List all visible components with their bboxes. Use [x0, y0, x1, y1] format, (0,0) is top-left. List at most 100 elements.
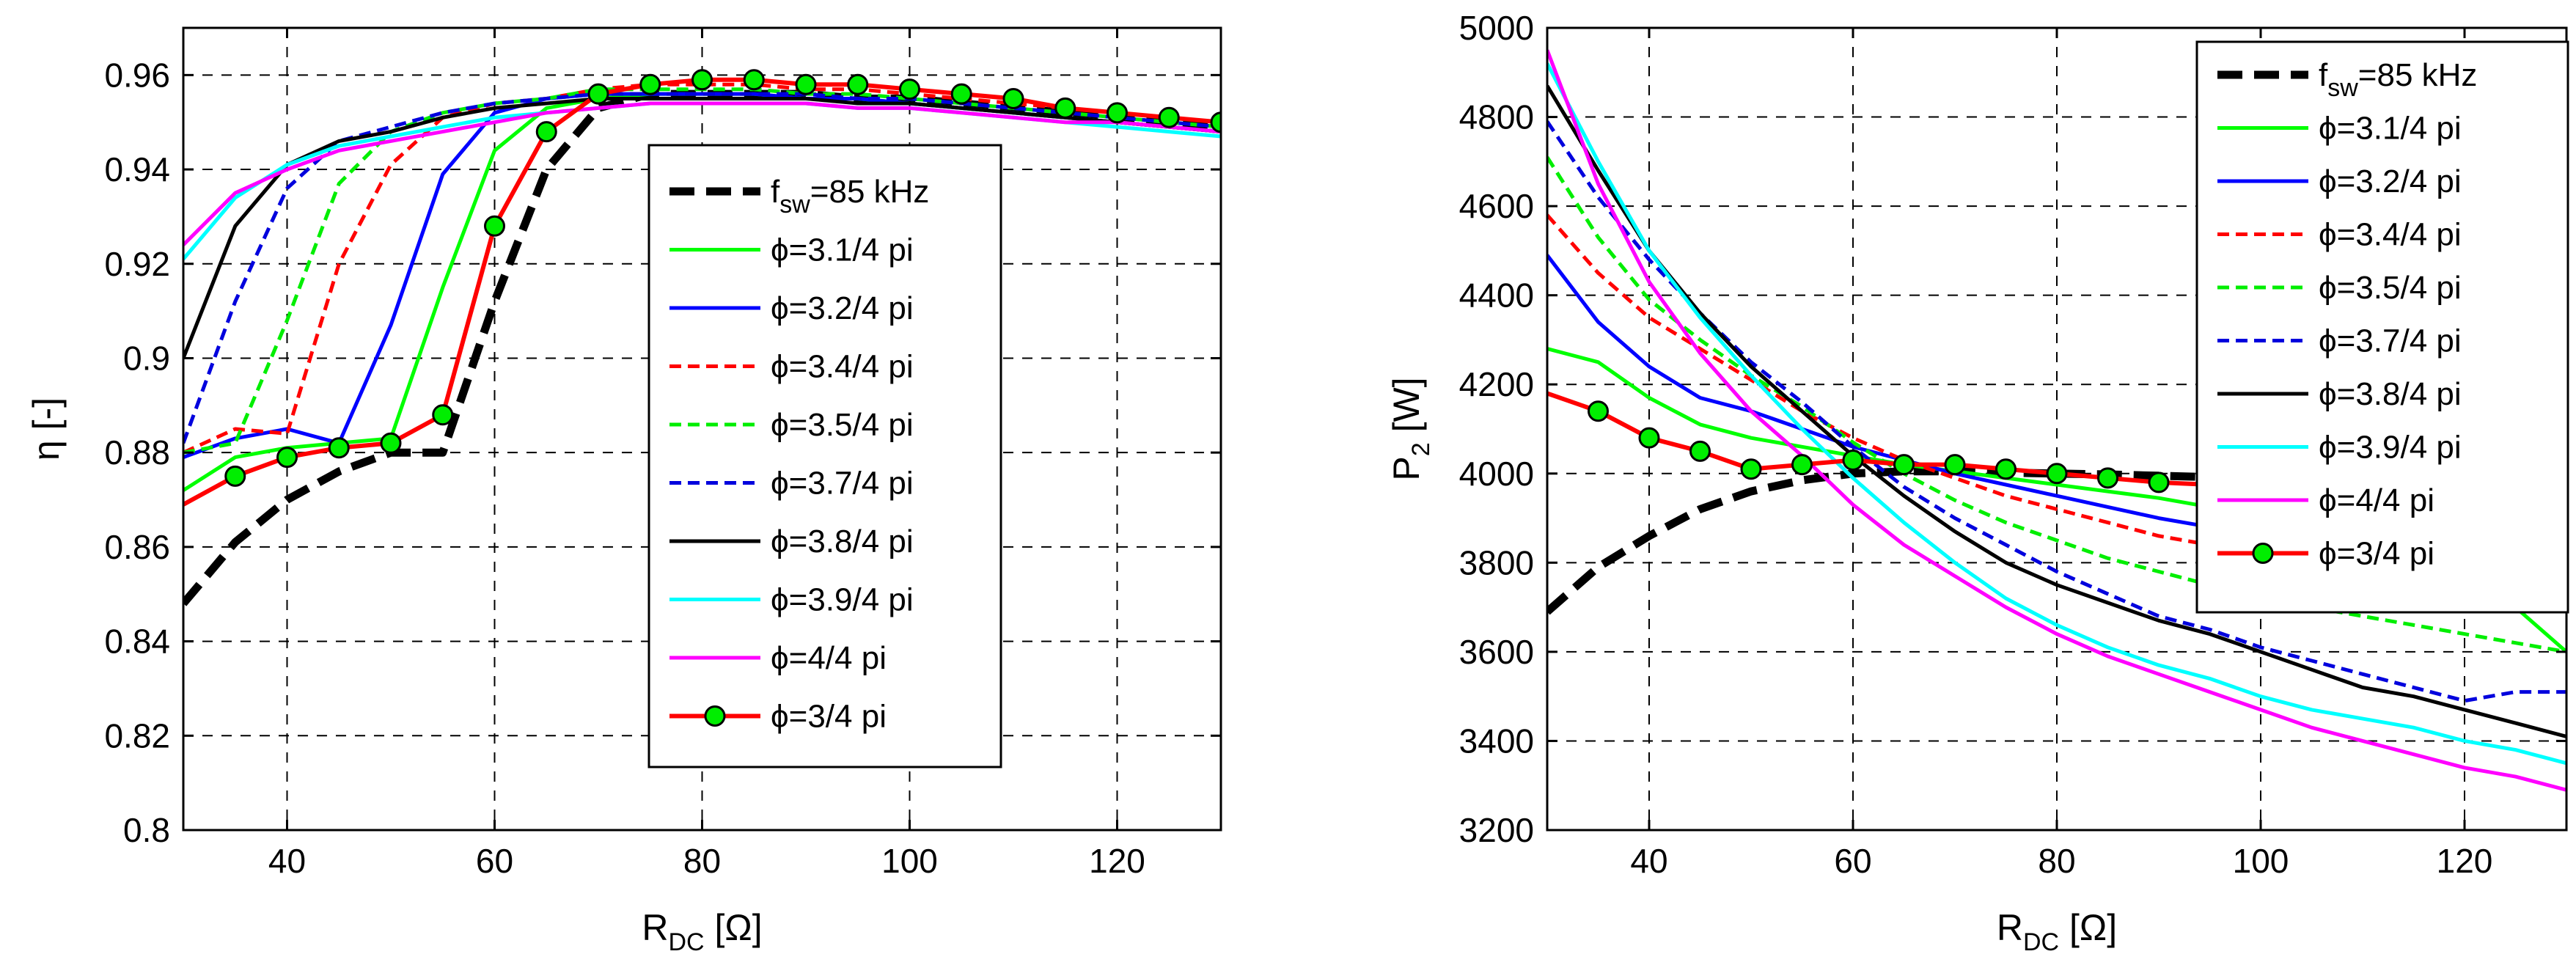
- x-axis-label-unit: [Ω]: [2059, 907, 2117, 948]
- x-axis-label-main: R: [642, 907, 668, 948]
- data-point: [2148, 472, 2170, 493]
- legend-label-main: ϕ=3.1/4 pi: [771, 232, 914, 268]
- legend-label: ϕ=3.1/4 pi: [771, 232, 914, 268]
- y-tick-label: 3800: [1459, 543, 1534, 581]
- legend-label-main: ϕ=3.5/4 pi: [771, 407, 914, 443]
- legend-label-main: ϕ=3.5/4 pi: [2319, 270, 2462, 306]
- y-axis-label: η [-]: [26, 397, 67, 461]
- y-tick-label: 5000: [1459, 9, 1534, 47]
- y-axis-label-main: η [-]: [26, 397, 67, 461]
- legend-item-phi3: ϕ=3/4 pi: [2217, 536, 2434, 572]
- legend-label-main: ϕ=3.9/4 pi: [2319, 430, 2462, 466]
- legend-label-rest: =85 kHz: [2358, 57, 2478, 93]
- x-tick-label: 80: [2038, 842, 2075, 880]
- legend-item-phi39: ϕ=3.9/4 pi: [2217, 430, 2462, 466]
- legend: fsw=85 kHz ϕ=3.1/4 pi ϕ=3.2/4 pi ϕ=3.4/4 pi…: [647, 144, 1002, 768]
- y-tick-label: 3200: [1459, 811, 1534, 849]
- legend-label: ϕ=3.9/4 pi: [771, 582, 914, 618]
- legend-label-main: f: [771, 174, 780, 210]
- legend-label-main: ϕ=3.7/4 pi: [771, 466, 914, 502]
- data-point: [1791, 454, 1813, 476]
- legend-marker: [2252, 543, 2274, 564]
- legend-label: ϕ=3/4 pi: [771, 699, 887, 735]
- x-tick-label: 40: [268, 842, 306, 880]
- data-point: [2046, 463, 2068, 485]
- legend-item-phi38: ϕ=3.8/4 pi: [669, 524, 914, 559]
- legend-label-rest: =85 kHz: [810, 174, 930, 210]
- x-axis-label: RDC [Ω]: [1997, 907, 2117, 956]
- y-tick-label: 0.94: [104, 150, 170, 188]
- legend-label: fsw=85 kHz: [2319, 57, 2477, 102]
- data-point: [432, 404, 454, 426]
- legend-label: ϕ=3.8/4 pi: [771, 524, 914, 559]
- chart-efficiency: 40 60 80 100 120 0.8 0.82 0.84 0.86 0.88 0.9 0.92 0.…: [26, 26, 1222, 956]
- legend-item-fsw85: fsw=85 kHz: [2217, 57, 2477, 102]
- y-tick-label: 0.8: [123, 811, 170, 849]
- y-tick-label: 4600: [1459, 187, 1534, 225]
- legend-label-main: ϕ=3.4/4 pi: [771, 349, 914, 385]
- y-tick-label: 0.84: [104, 623, 170, 661]
- legend-item-phi31: ϕ=3.1/4 pi: [2217, 111, 2462, 147]
- legend-label-main: ϕ=3.4/4 pi: [2319, 217, 2462, 253]
- x-tick-label: 120: [2437, 842, 2493, 880]
- x-tick-label: 40: [1630, 842, 1667, 880]
- legend-label: ϕ=3.2/4 pi: [771, 290, 914, 326]
- y-axis-label-sub: 2: [1407, 442, 1435, 456]
- legend-label-main: ϕ=3.2/4 pi: [2319, 164, 2462, 199]
- legend-item-fsw85: fsw=85 kHz: [669, 174, 929, 219]
- data-point: [1995, 458, 2017, 480]
- y-tick-label: 0.92: [104, 245, 170, 283]
- legend-item-phi34: ϕ=3.4/4 pi: [669, 349, 914, 385]
- x-axis-label-sub: DC: [2023, 928, 2059, 956]
- data-point: [1893, 454, 1915, 476]
- legend-label-main: ϕ=3.7/4 pi: [2319, 323, 2462, 359]
- legend-label-main: ϕ=3/4 pi: [2319, 536, 2434, 572]
- data-point: [328, 437, 350, 459]
- legend-box: [2195, 40, 2569, 614]
- data-point: [1002, 88, 1024, 110]
- legend-item-phi44: ϕ=4/4 pi: [669, 640, 887, 676]
- series-line-phi38: [183, 97, 1221, 359]
- legend-label-main: ϕ=4/4 pi: [771, 640, 887, 676]
- data-point: [1944, 454, 1966, 476]
- legend-item-phi35: ϕ=3.5/4 pi: [2217, 270, 2462, 306]
- legend-marker: [704, 705, 726, 727]
- x-tick-label: 100: [881, 842, 938, 880]
- legend-item-phi35: ϕ=3.5/4 pi: [669, 407, 914, 443]
- x-tick-label: 60: [1834, 842, 1871, 880]
- series-line-phi44: [183, 101, 1221, 246]
- legend-item-phi3: ϕ=3/4 pi: [669, 699, 887, 735]
- x-axis-label: RDC [Ω]: [642, 907, 762, 956]
- legend-item-phi44: ϕ=4/4 pi: [2217, 483, 2434, 518]
- legend-label: ϕ=3/4 pi: [2319, 536, 2434, 572]
- legend-label-main: f: [2319, 57, 2328, 93]
- x-axis-label-unit: [Ω]: [705, 907, 763, 948]
- series-line-phi37: [1547, 120, 2566, 703]
- legend-label: ϕ=3.8/4 pi: [2319, 376, 2462, 412]
- data-point: [1054, 97, 1076, 119]
- y-axis-label-unit: [W]: [1386, 377, 1427, 442]
- chart-power: 40 60 80 100 120 3200 3400 3600 3800 4000 4200 4400…: [1386, 9, 2569, 956]
- legend-label: ϕ=3.7/4 pi: [2319, 323, 2462, 359]
- legend-label-sub: sw: [779, 191, 810, 219]
- legend-label-main: ϕ=3.9/4 pi: [771, 582, 914, 618]
- x-tick-label: 60: [476, 842, 513, 880]
- data-point: [484, 215, 505, 237]
- legend-item-phi37: ϕ=3.7/4 pi: [669, 466, 914, 502]
- x-tick-label: 100: [2233, 842, 2289, 880]
- legend-item-phi32: ϕ=3.2/4 pi: [2217, 164, 2462, 199]
- legend-label-main: ϕ=3/4 pi: [771, 699, 887, 735]
- data-point: [380, 432, 402, 454]
- data-point: [1588, 400, 1609, 422]
- x-tick-label: 80: [683, 842, 721, 880]
- legend-label: ϕ=3.5/4 pi: [771, 407, 914, 443]
- data-point: [847, 73, 869, 95]
- legend-label: ϕ=3.4/4 pi: [2319, 217, 2462, 253]
- data-point: [795, 73, 817, 95]
- legend-label: ϕ=3.9/4 pi: [2319, 430, 2462, 466]
- legend-label: ϕ=3.2/4 pi: [2319, 164, 2462, 199]
- series-line-phi44: [1547, 49, 2566, 792]
- data-point: [2097, 467, 2118, 489]
- data-point: [743, 69, 765, 91]
